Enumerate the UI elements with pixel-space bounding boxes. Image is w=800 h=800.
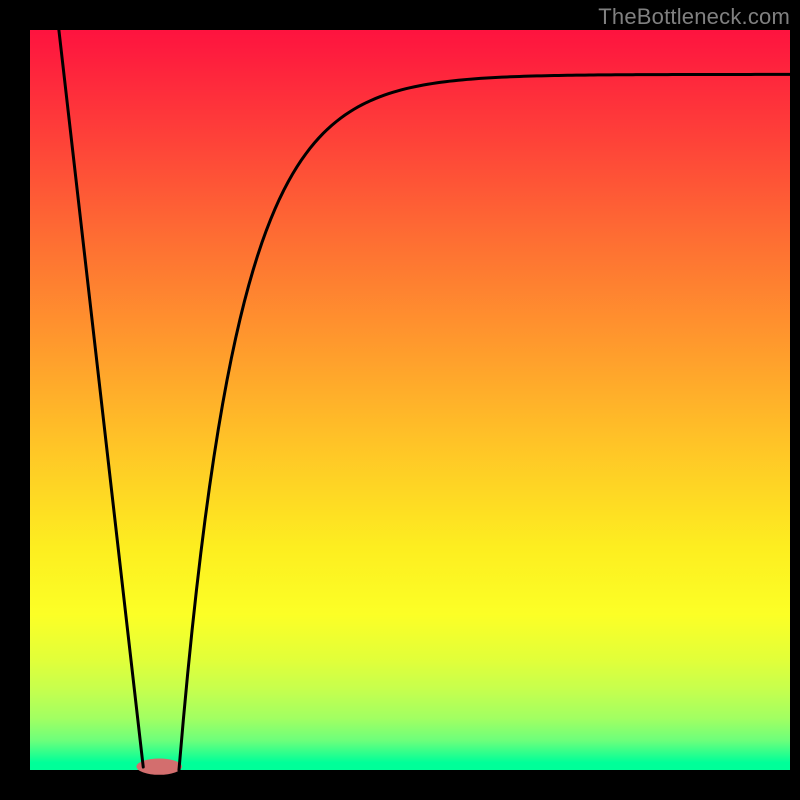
watermark-text: TheBottleneck.com [598, 4, 790, 30]
chart-svg [0, 0, 800, 800]
bottleneck-chart: TheBottleneck.com [0, 0, 800, 800]
plot-background [30, 30, 790, 770]
